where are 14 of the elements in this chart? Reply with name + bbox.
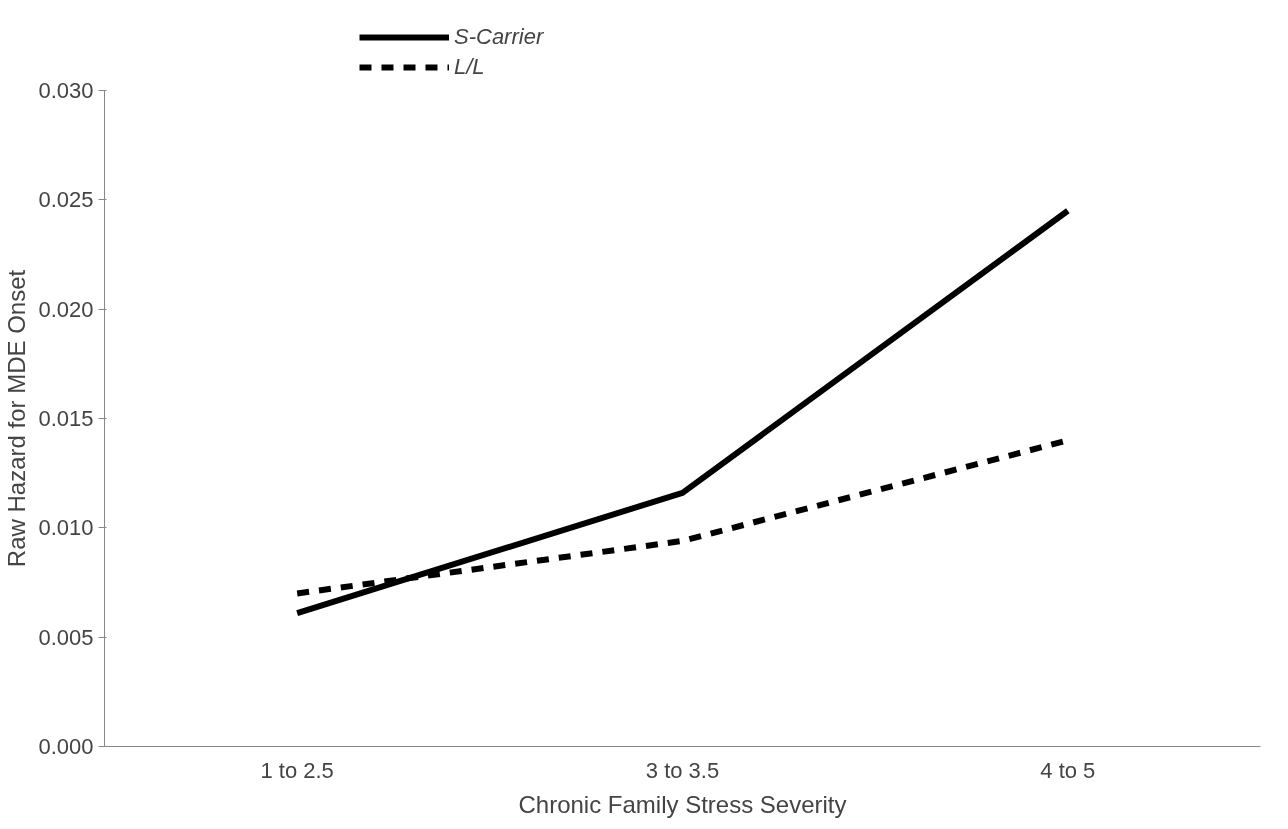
y-axis-title: Raw Hazard for MDE Onset [3, 269, 31, 568]
y-tick-label: 0.020 [38, 296, 94, 322]
y-tick-label: 0.015 [38, 406, 94, 431]
y-tick-label: 0.010 [38, 515, 94, 541]
legend-label: L/L [454, 54, 485, 80]
x-tick-label: 1 to 2.5 [260, 757, 334, 783]
y-tick-label: 0.000 [38, 734, 94, 759]
legend-label: S-Carrier [454, 24, 544, 50]
y-tick-label: 0.025 [38, 187, 94, 213]
x-axis-title: Chronic Family Stress Severity [518, 790, 847, 818]
x-tick-label: 3 to 3.5 [645, 757, 720, 783]
x-tick-label: 4 to 5 [1040, 757, 1096, 783]
y-tick-label: 0.030 [38, 78, 94, 103]
y-tick-label: 0.005 [38, 624, 94, 650]
